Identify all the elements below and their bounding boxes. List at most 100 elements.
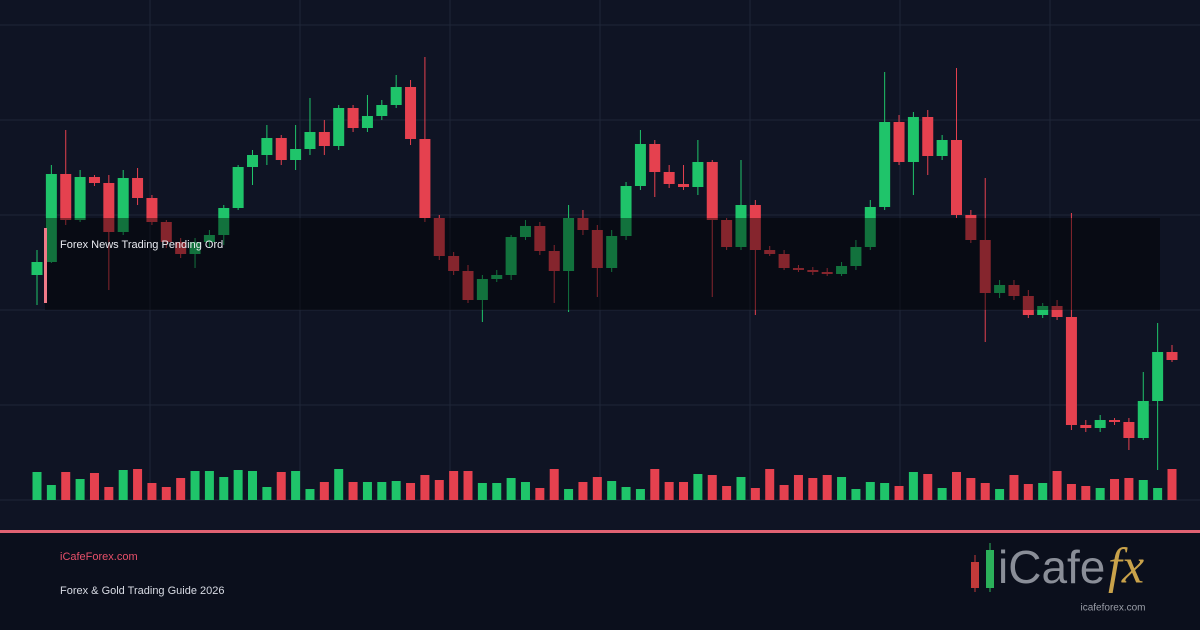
candle-body: [476, 279, 488, 300]
candle-body: [1065, 317, 1077, 425]
candle-body: [764, 250, 776, 254]
candle-body: [1137, 401, 1149, 438]
volume-bar: [204, 471, 214, 500]
candle-body: [1022, 296, 1034, 315]
candle-body: [218, 208, 230, 235]
volume-bar: [133, 469, 143, 500]
candle-body: [1152, 352, 1164, 401]
candle-body: [620, 186, 632, 236]
candle-body: [778, 254, 790, 268]
volume-bar: [822, 475, 832, 500]
candle-body: [936, 140, 948, 156]
volume-bar: [621, 487, 631, 500]
candle-body: [721, 220, 733, 247]
candle-body: [663, 172, 675, 184]
volume-bar: [334, 469, 344, 500]
volume-bar: [161, 487, 171, 500]
candle-body: [347, 108, 359, 128]
candle-body: [290, 149, 302, 160]
volume-bar: [319, 482, 329, 500]
volume-bar: [118, 470, 128, 500]
candle-body: [390, 87, 402, 105]
volume-bar: [190, 471, 200, 500]
volume-bar: [937, 488, 947, 500]
volume-bar: [1095, 488, 1105, 500]
volume-bar: [1009, 475, 1019, 500]
volume-bar: [434, 480, 444, 500]
candle-body: [189, 242, 201, 254]
candle-body: [60, 174, 72, 220]
volume-bar: [549, 469, 559, 500]
volume-bar: [1038, 483, 1048, 500]
volume-bar: [951, 472, 961, 500]
volume-bar: [592, 477, 602, 500]
volume-bar: [650, 469, 660, 500]
candle-body: [577, 218, 589, 230]
candle-body: [850, 247, 862, 266]
candle-body: [333, 108, 345, 146]
volume-bar: [1066, 484, 1076, 500]
volume-bar: [1110, 479, 1120, 500]
volume-bar: [248, 471, 258, 500]
marks: [31, 57, 1178, 500]
candle-body: [203, 235, 215, 242]
volume-bar: [276, 472, 286, 500]
candle-body: [103, 183, 115, 232]
candle-body: [247, 155, 259, 167]
volume-bar: [664, 482, 674, 500]
candle-body: [735, 205, 747, 247]
volume-bar: [535, 488, 545, 500]
volume-bar: [377, 482, 387, 500]
volume-bar: [147, 483, 157, 500]
subtitle: Forex & Gold Trading Guide 2026: [60, 585, 224, 597]
volume-bar: [865, 482, 875, 500]
candle-body: [807, 270, 819, 272]
candle-body: [45, 174, 57, 262]
volume-bar: [463, 471, 473, 500]
volume-bar: [765, 469, 775, 500]
volume-bar: [693, 474, 703, 500]
volume-bar: [995, 489, 1005, 500]
candle-body: [232, 167, 244, 208]
candle-body: [591, 230, 603, 268]
candle-body: [979, 240, 991, 293]
volume-bar: [980, 483, 990, 500]
volume-bar: [607, 481, 617, 500]
candle-body: [462, 271, 474, 300]
candle-body: [994, 285, 1006, 293]
volume-bar: [492, 483, 502, 500]
candle-body: [160, 222, 172, 242]
volume-bar: [233, 470, 243, 500]
volume-bar: [305, 489, 315, 500]
volume-bar: [779, 485, 789, 500]
volume-bar: [1153, 488, 1163, 500]
volume-bar: [578, 482, 588, 500]
candle-body: [448, 256, 460, 271]
volume-bar: [61, 472, 71, 500]
candle-body: [261, 138, 273, 155]
volume-bar: [564, 489, 574, 500]
candle-body: [864, 207, 876, 247]
candle-body: [893, 122, 905, 162]
candle-body: [534, 226, 546, 251]
logo-icon: [971, 562, 979, 588]
candle-body: [175, 242, 187, 254]
footer-rule: [0, 530, 1200, 533]
candle-body: [1037, 306, 1049, 315]
annotation-bar: [44, 228, 47, 303]
volume-bar: [1023, 484, 1033, 500]
volume-bar: [722, 486, 732, 500]
volume-bar: [1052, 471, 1062, 500]
volume-bar: [851, 489, 861, 500]
volume-bar: [923, 474, 933, 500]
volume-bar: [262, 487, 272, 500]
logo-icon: [986, 550, 994, 588]
volume-bar: [1167, 469, 1177, 500]
volume-bar: [894, 486, 904, 500]
volume-bar: [736, 477, 746, 500]
candle-body: [419, 139, 431, 218]
logo-url: icafeforex.com: [1080, 603, 1145, 614]
volume-bar: [679, 482, 689, 500]
